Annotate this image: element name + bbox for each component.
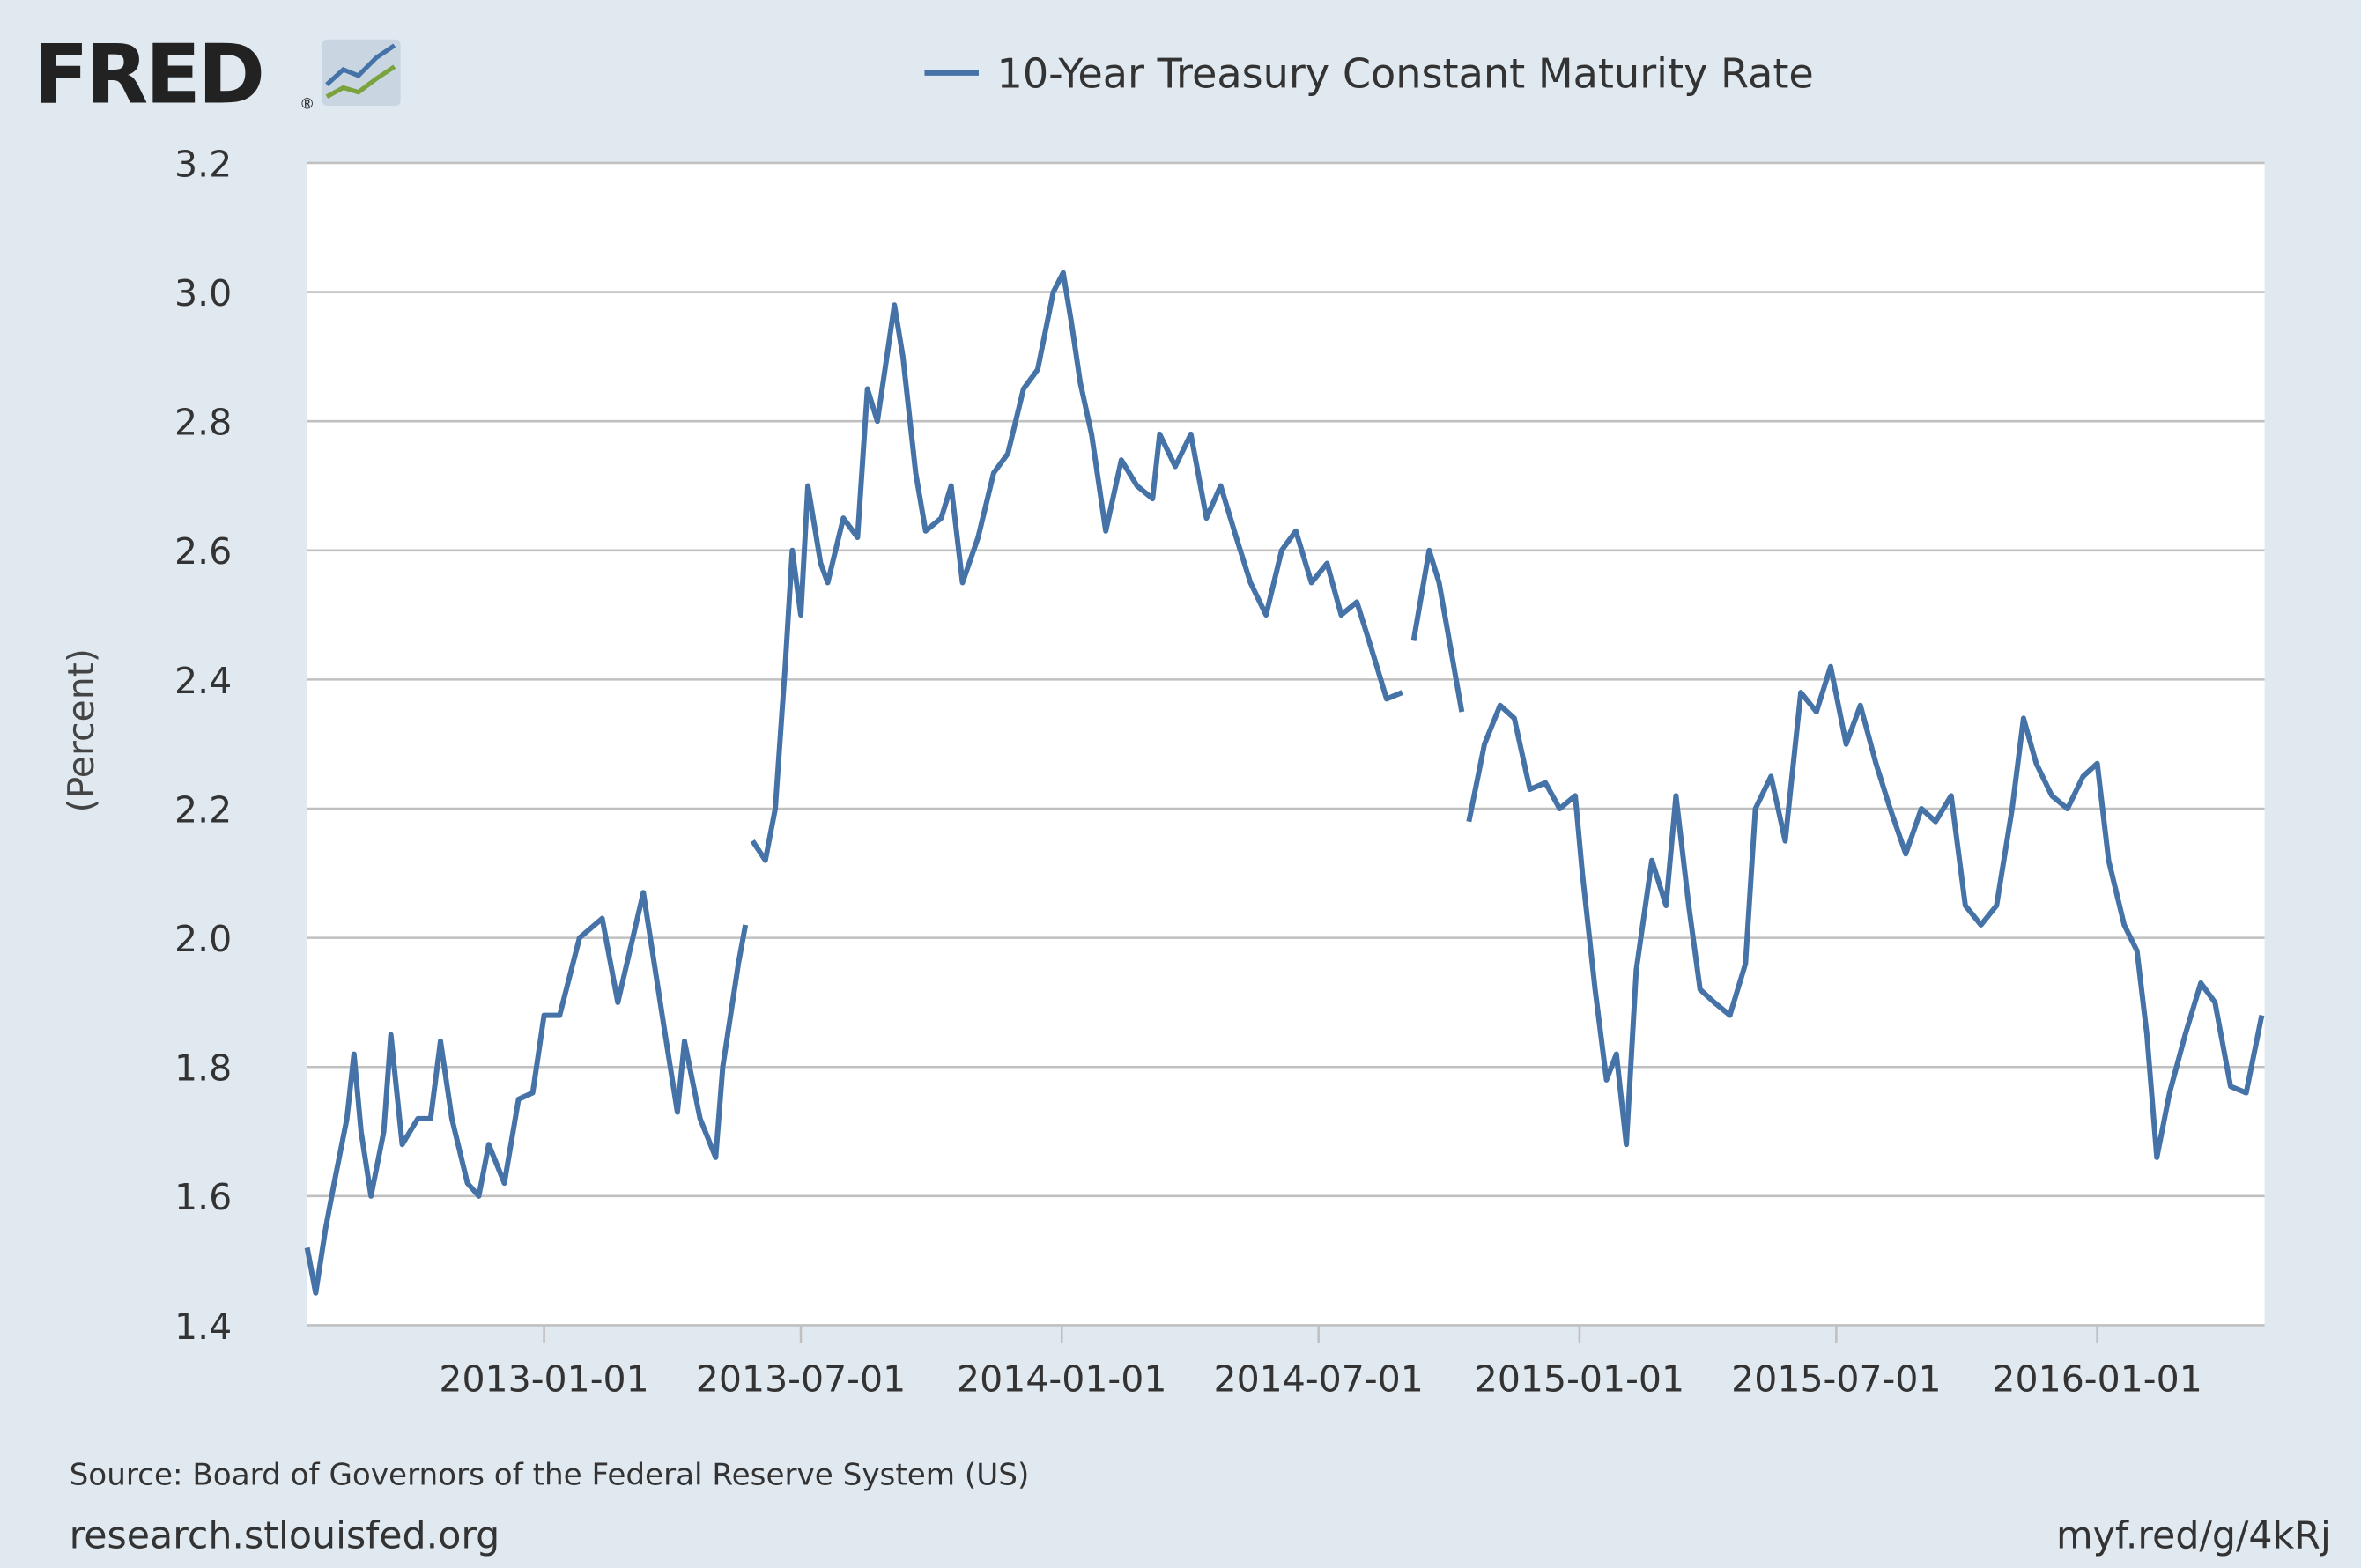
x-tick-label: 2014-01-01 xyxy=(957,1358,1166,1401)
x-tick-label: 2015-01-01 xyxy=(1475,1358,1684,1401)
x-tick-label: 2013-01-01 xyxy=(439,1358,648,1401)
y-axis-label: (Percent) xyxy=(60,648,102,812)
plot-area xyxy=(307,162,2265,1326)
y-tick-label: 3.0 xyxy=(174,272,232,314)
x-tick-label: 2013-07-01 xyxy=(696,1358,906,1401)
logo-icon xyxy=(322,39,401,107)
logo-mark: ® xyxy=(300,95,315,113)
y-tick-label: 2.0 xyxy=(174,918,232,960)
x-tick-label: 2014-07-01 xyxy=(1213,1358,1423,1401)
y-tick-label: 2.8 xyxy=(174,402,232,444)
y-tick-label: 2.2 xyxy=(174,788,232,831)
x-tick-label: 2016-01-01 xyxy=(1992,1358,2202,1401)
y-tick-label: 2.4 xyxy=(174,660,232,702)
footer-right: myf.red/g/4kRj xyxy=(2056,1513,2331,1557)
source: Source: Board of Governors of the Federa… xyxy=(70,1458,1030,1493)
x-tick-label: 2015-07-01 xyxy=(1731,1358,1941,1401)
y-tick-label: 2.6 xyxy=(174,530,232,573)
logo: FRED xyxy=(33,27,263,122)
footer-left: research.stlouisfed.org xyxy=(70,1513,500,1557)
data-line xyxy=(304,270,2265,1296)
y-tick-label: 1.8 xyxy=(174,1047,232,1090)
y-tick-label: 1.4 xyxy=(174,1305,232,1348)
y-tick-label: 3.2 xyxy=(174,143,232,185)
legend-label: 10-Year Treasury Constant Maturity Rate xyxy=(996,50,1813,98)
y-tick-label: 1.6 xyxy=(174,1176,232,1218)
